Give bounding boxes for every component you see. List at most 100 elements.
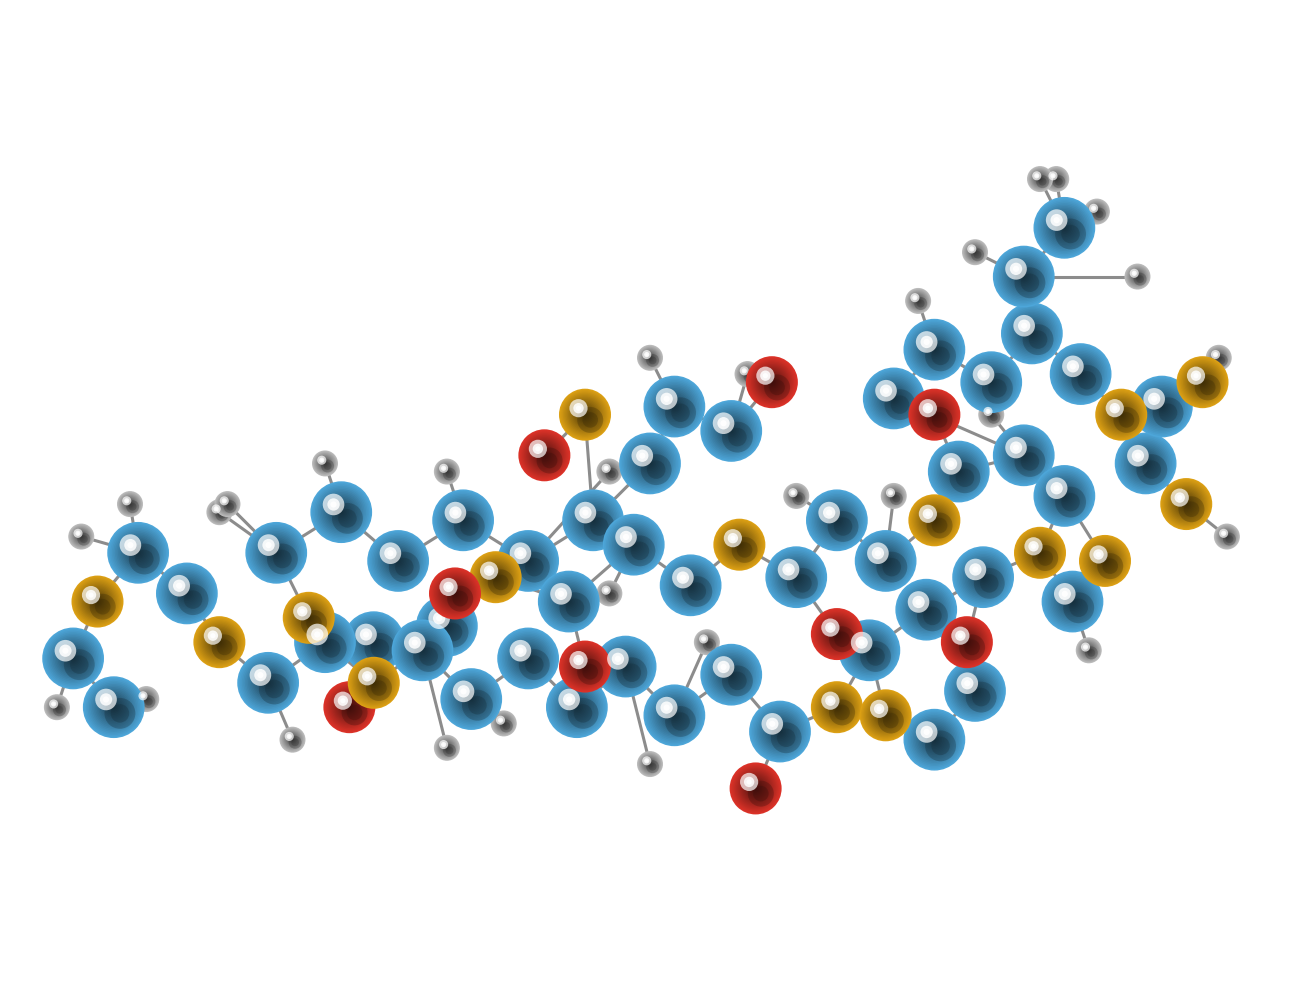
Circle shape [880,385,892,397]
Circle shape [508,638,549,679]
Circle shape [754,364,790,400]
Circle shape [1118,436,1174,491]
Circle shape [117,492,143,516]
Circle shape [993,424,1054,486]
Circle shape [294,611,356,673]
Circle shape [948,663,1002,719]
Circle shape [322,494,344,515]
Circle shape [766,376,779,389]
Circle shape [1097,553,1113,569]
Circle shape [322,461,328,466]
Circle shape [948,461,954,467]
Circle shape [891,395,897,402]
Circle shape [862,538,909,584]
Circle shape [1061,493,1080,511]
Circle shape [216,492,239,516]
Circle shape [321,460,334,473]
Circle shape [916,300,924,307]
Circle shape [330,501,337,508]
Circle shape [521,432,568,479]
Circle shape [280,727,306,753]
Circle shape [1226,535,1228,538]
Circle shape [738,365,757,383]
Circle shape [1088,203,1105,220]
Circle shape [1028,330,1048,349]
Circle shape [488,569,514,595]
Circle shape [823,620,852,648]
Circle shape [970,361,1013,404]
Circle shape [640,754,660,774]
Circle shape [653,385,696,428]
Circle shape [1028,167,1052,191]
Circle shape [751,361,793,403]
Circle shape [56,707,57,708]
Circle shape [526,559,529,562]
Circle shape [984,408,998,422]
Circle shape [78,533,91,546]
Circle shape [1214,354,1227,367]
Circle shape [408,636,421,649]
Circle shape [95,599,100,604]
Circle shape [875,705,896,726]
Circle shape [601,585,618,602]
Circle shape [866,371,922,426]
Circle shape [538,571,599,632]
Circle shape [333,690,367,724]
Circle shape [300,617,350,667]
Circle shape [1010,312,1053,355]
Circle shape [367,675,393,701]
Circle shape [374,538,421,584]
Circle shape [437,494,489,547]
Circle shape [1041,205,1088,251]
Circle shape [443,744,451,752]
Circle shape [1048,479,1082,513]
Circle shape [135,550,142,556]
Circle shape [887,489,901,503]
Circle shape [1035,467,1093,525]
Circle shape [441,579,469,608]
Circle shape [359,627,389,658]
Circle shape [889,394,898,403]
Circle shape [965,680,970,686]
Circle shape [757,367,788,398]
Circle shape [125,500,135,509]
Circle shape [920,336,948,364]
Circle shape [315,486,368,538]
Circle shape [122,497,138,511]
Circle shape [259,674,277,692]
Circle shape [819,689,855,725]
Circle shape [517,550,524,556]
Circle shape [1010,263,1037,290]
Circle shape [335,506,347,518]
Circle shape [1170,487,1204,521]
Circle shape [985,408,998,421]
Circle shape [1087,201,1108,222]
Circle shape [446,503,480,537]
Circle shape [602,586,617,601]
Circle shape [520,651,536,666]
Circle shape [497,716,511,731]
Circle shape [494,714,512,733]
Circle shape [1138,456,1153,471]
Circle shape [441,741,454,754]
Circle shape [659,554,722,616]
Circle shape [645,758,656,770]
Circle shape [712,656,734,678]
Circle shape [365,675,382,691]
Circle shape [476,558,515,597]
Circle shape [928,441,989,502]
Circle shape [84,589,110,615]
Circle shape [1210,349,1227,367]
Circle shape [1057,220,1072,236]
Circle shape [577,659,593,674]
Circle shape [1223,533,1231,540]
Circle shape [861,641,890,672]
Circle shape [786,486,806,506]
Circle shape [920,726,933,738]
Circle shape [1135,453,1141,459]
Circle shape [393,621,452,680]
Circle shape [918,333,952,367]
Circle shape [1036,175,1044,183]
Circle shape [867,372,920,425]
Circle shape [714,414,749,448]
